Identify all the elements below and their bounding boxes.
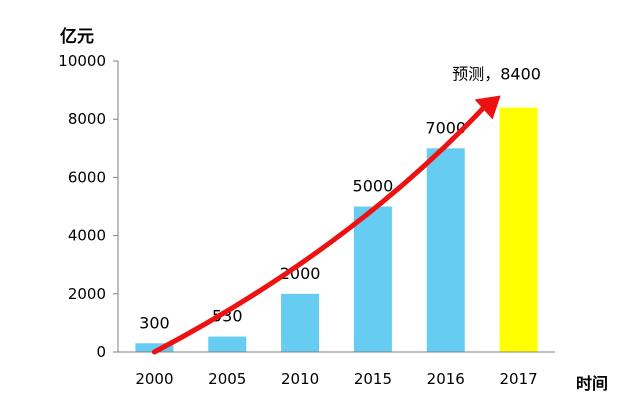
y-tick-label: 6000 — [68, 168, 106, 186]
data-label: 5000 — [353, 177, 394, 196]
x-tick-label: 2005 — [208, 370, 246, 388]
x-tick-label: 2016 — [427, 370, 465, 388]
trend-arrow-line — [151, 102, 490, 355]
x-tick-label: 2000 — [135, 370, 173, 388]
bar-2000 — [135, 343, 174, 352]
data-label: 300 — [139, 313, 170, 332]
y-tick-label: 2000 — [68, 285, 106, 303]
bar-2017 — [499, 107, 538, 352]
y-tick-label: 0 — [96, 343, 106, 361]
bar-2015 — [353, 206, 392, 352]
x-axis-label: 时间 — [576, 374, 609, 393]
bar-2005 — [208, 336, 247, 352]
data-label: 预测，8400 — [452, 65, 541, 84]
bar-2016 — [426, 148, 465, 352]
data-label: 530 — [212, 307, 243, 326]
y-tick-label: 4000 — [68, 227, 106, 245]
y-tick-label: 8000 — [68, 110, 106, 128]
x-tick-label: 2010 — [281, 370, 319, 388]
bar-2010 — [281, 293, 320, 352]
y-axis-label: 亿元 — [60, 27, 94, 47]
x-tick-label: 2015 — [354, 370, 392, 388]
y-tick-label: 10000 — [58, 52, 106, 70]
x-tick-label: 2017 — [499, 370, 537, 388]
trend-arrow-head — [474, 95, 501, 120]
